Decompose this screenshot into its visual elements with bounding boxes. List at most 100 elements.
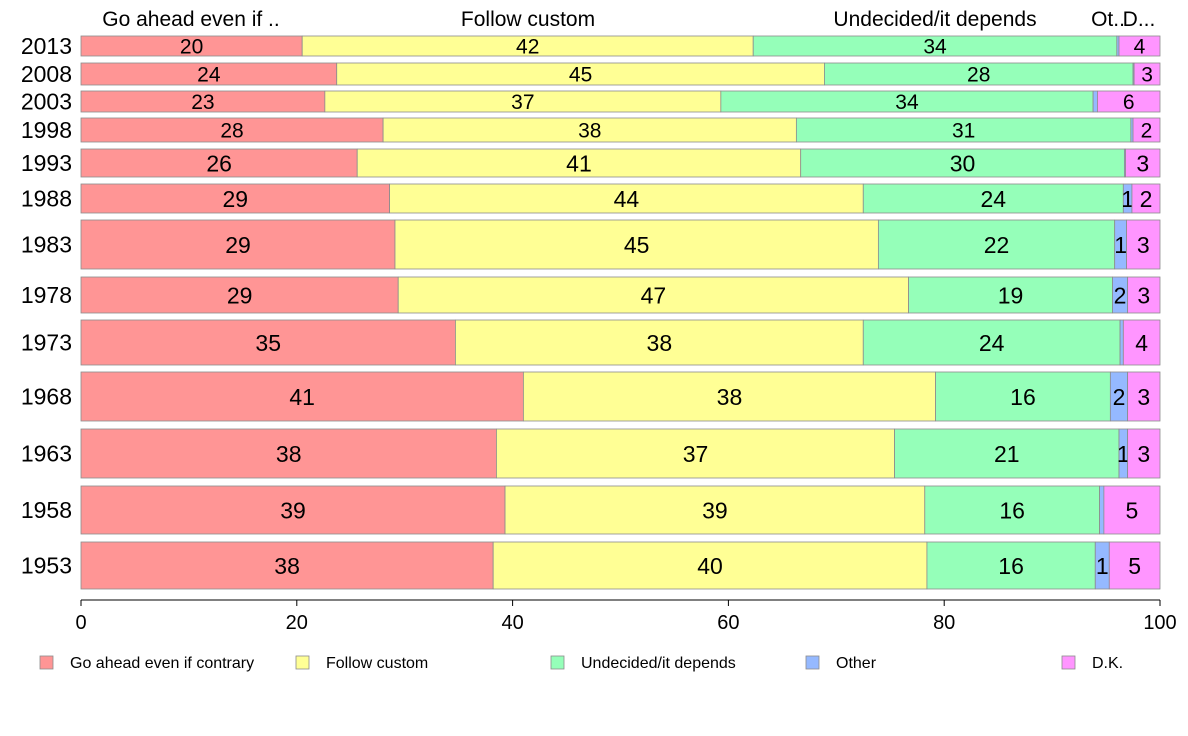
data-label: 16 — [998, 553, 1024, 579]
data-label: 4 — [1134, 36, 1146, 59]
legend-label: Follow custom — [326, 655, 428, 672]
data-label: 37 — [511, 91, 534, 114]
data-label: 2 — [1113, 384, 1126, 410]
bar-segment — [356, 148, 802, 178]
legend-label: Go ahead even if contrary — [70, 655, 254, 672]
data-label: 5 — [1126, 497, 1139, 523]
bar-row: 38 37 21 1 3 — [80, 428, 1161, 479]
bar-segment — [504, 485, 926, 535]
data-label: 26 — [206, 150, 232, 176]
x-tick-label: 20 — [286, 612, 308, 634]
data-label: 3 — [1137, 384, 1150, 410]
bar-segment — [1099, 485, 1105, 535]
data-label: 38 — [276, 441, 302, 467]
bar-segment — [80, 117, 384, 143]
y-tick-label: 1993 — [21, 150, 72, 176]
data-label: 2 — [1141, 120, 1153, 143]
bar-segment — [862, 183, 1124, 214]
data-label: 30 — [950, 150, 976, 176]
legend-swatch — [1061, 655, 1076, 670]
y-tick-label: 1963 — [21, 441, 72, 467]
data-label: 2 — [1140, 186, 1153, 212]
data-label: 44 — [614, 186, 640, 212]
bar-segment — [924, 485, 1100, 535]
bar-segment — [394, 219, 879, 270]
y-tick-label: 1973 — [21, 330, 72, 356]
bar-segment — [80, 428, 497, 479]
legend-swatch — [550, 655, 565, 670]
bar-row: 20 42 34 4 — [80, 36, 1161, 59]
data-label: 42 — [516, 36, 539, 59]
x-tick-label: 0 — [75, 612, 86, 634]
series-header: D... — [1123, 8, 1156, 31]
x-axis: 0 20 40 60 80 100 — [75, 599, 1177, 634]
x-tick-label: 60 — [717, 612, 739, 634]
bar-segment — [496, 428, 895, 479]
bar-segment — [1122, 319, 1161, 366]
bar-segment — [1132, 117, 1161, 143]
data-label: 3 — [1137, 282, 1150, 308]
bar-segment — [80, 148, 358, 178]
bar-segment — [1133, 62, 1161, 86]
y-tick-label: 1978 — [21, 282, 72, 308]
data-label: 39 — [702, 497, 728, 523]
x-tick-label: 80 — [933, 612, 955, 634]
data-label: 29 — [225, 232, 251, 258]
legend-item: D.K. — [1061, 655, 1123, 672]
bar-segment — [1097, 90, 1161, 113]
data-label: 35 — [255, 330, 281, 356]
data-label: 24 — [979, 330, 1005, 356]
bar-segment — [80, 485, 506, 535]
data-label: 29 — [227, 282, 253, 308]
data-label: 24 — [980, 186, 1006, 212]
bar-segment — [382, 117, 797, 143]
data-label: 34 — [923, 36, 947, 59]
series-headers: Go ahead even if .. Follow custom Undecide… — [102, 8, 1155, 31]
legend-item: Go ahead even if contrary — [39, 655, 254, 672]
y-tick-label: 1968 — [21, 384, 72, 410]
bar-segment — [877, 219, 1116, 270]
data-label: 3 — [1136, 150, 1149, 176]
data-label: 45 — [624, 232, 650, 258]
legend-swatch — [805, 655, 820, 670]
bar-segment — [80, 541, 494, 590]
data-label: 1 — [1114, 232, 1127, 258]
data-label: 16 — [999, 497, 1025, 523]
legend-item: Other — [805, 655, 877, 672]
data-label: 28 — [967, 64, 990, 87]
legend-label: D.K. — [1092, 655, 1123, 672]
series-header: Undecided/it depends — [833, 8, 1036, 31]
bar-row: 38 40 16 1 5 — [80, 541, 1161, 590]
data-label: 22 — [984, 232, 1010, 258]
bar-row: 39 39 16 5 — [80, 485, 1161, 535]
bar-segment — [80, 183, 390, 214]
y-tick-label: 2003 — [21, 89, 72, 115]
bar-segment — [80, 219, 396, 270]
bar-row: 29 45 22 1 3 — [80, 219, 1161, 270]
data-label: 24 — [197, 64, 221, 87]
bar-row: 29 44 24 1 2 — [80, 183, 1161, 214]
bar-segment — [397, 276, 909, 314]
data-label: 41 — [566, 150, 592, 176]
bar-segment — [389, 183, 864, 214]
data-label: 29 — [223, 186, 249, 212]
bar-row: 24 45 28 3 — [80, 62, 1161, 87]
bar-row: 28 38 31 2 — [80, 117, 1161, 143]
y-tick-label: 2008 — [21, 61, 72, 87]
data-label: 23 — [191, 91, 214, 114]
data-label: 47 — [641, 282, 667, 308]
legend-item: Follow custom — [295, 655, 428, 672]
bar-row: 26 41 30 3 — [80, 148, 1161, 178]
data-label: 1 — [1096, 553, 1109, 579]
bar-segment — [522, 371, 936, 422]
data-label: 1 — [1121, 186, 1134, 212]
data-label: 19 — [998, 282, 1024, 308]
data-label: 1 — [1117, 441, 1130, 467]
data-label: 40 — [697, 553, 723, 579]
bar-segment — [894, 428, 1120, 479]
data-label: 6 — [1123, 91, 1135, 114]
x-tick-label: 40 — [501, 612, 523, 634]
y-tick-label: 1983 — [21, 232, 72, 258]
